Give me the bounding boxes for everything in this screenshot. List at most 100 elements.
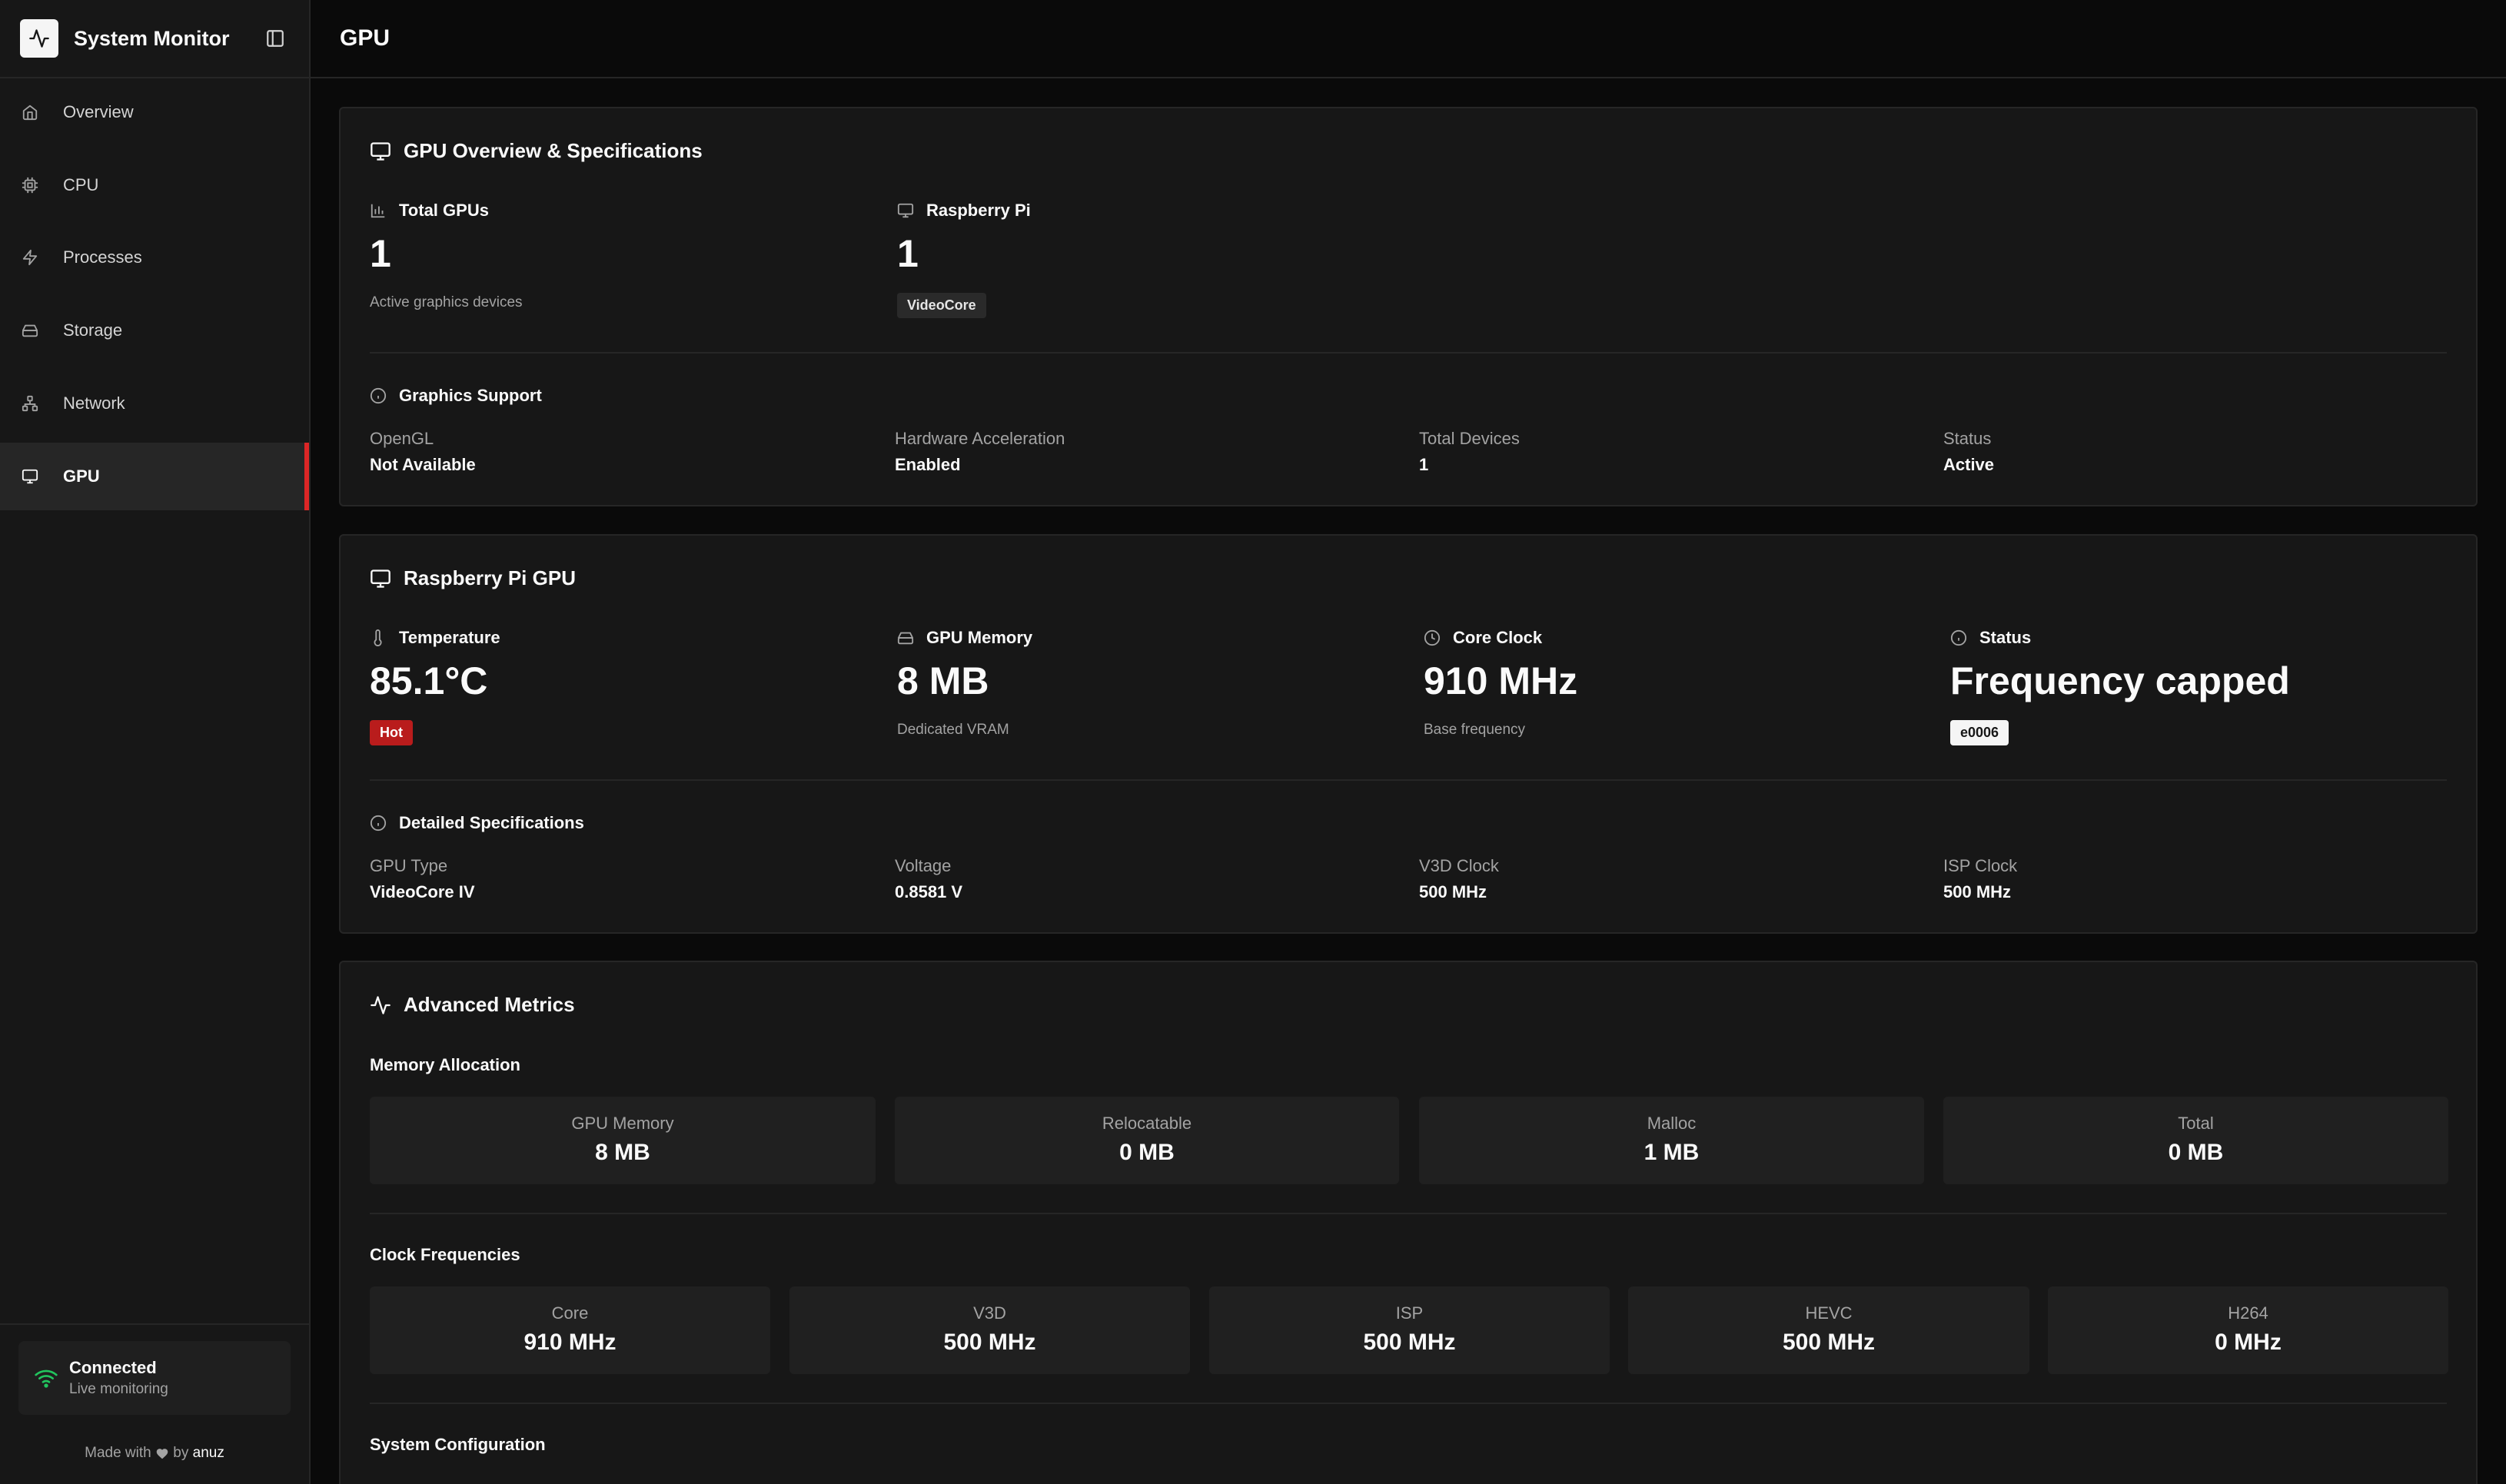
- tile-label: Total: [2178, 1114, 2214, 1133]
- tile-label: V3D: [973, 1303, 1006, 1323]
- footer-credit: Made with by anuz: [0, 1445, 309, 1462]
- network-icon: [20, 393, 40, 413]
- tile-label: HEVC: [1805, 1303, 1853, 1323]
- info-icon: [1950, 629, 1969, 647]
- tile-value: 500 MHz: [1782, 1330, 1876, 1355]
- core-clock-stat: Core Clock 910 MHz Base frequency: [1424, 628, 1577, 739]
- divider: [370, 1403, 2447, 1404]
- clock-tile: ISP 500 MHz: [1209, 1286, 1610, 1374]
- stat-subtitle: Active graphics devices: [370, 294, 523, 310]
- info-key: ISP Clock: [1943, 856, 2018, 875]
- clock-icon: [1424, 629, 1442, 647]
- stat-value: 85.1°C: [370, 659, 488, 702]
- total-devices-info: Total Devices 1: [1419, 429, 1520, 475]
- author-link[interactable]: anuz: [192, 1445, 224, 1461]
- voltage-info: Voltage 0.8581 V: [895, 856, 962, 902]
- sidebar-item-label: Overview: [63, 102, 134, 121]
- tile-value: 1 MB: [1644, 1140, 1700, 1165]
- sidebar-header: System Monitor: [0, 0, 309, 78]
- cpu-icon: [20, 175, 40, 195]
- info-value: 500 MHz: [1419, 882, 1487, 901]
- memory-tile: Relocatable 0 MB: [895, 1097, 1399, 1184]
- tile-value: 0 MB: [1119, 1140, 1175, 1165]
- status-info: Status Active: [1943, 429, 1994, 475]
- section-label-text: Graphics Support: [399, 386, 542, 405]
- tile-value: 8 MB: [595, 1140, 650, 1165]
- info-key: Hardware Acceleration: [895, 429, 1065, 448]
- info-value: Not Available: [370, 455, 476, 474]
- sidebar-item-gpu[interactable]: GPU: [0, 443, 309, 510]
- stat-value: 1: [897, 232, 919, 275]
- sidebar-item-overview[interactable]: Overview: [0, 78, 309, 146]
- stat-value: 910 MHz: [1424, 659, 1578, 702]
- advanced-metrics-card: Advanced Metrics Memory Allocation GPU M…: [339, 961, 2478, 1484]
- info-icon: [370, 387, 388, 405]
- wifi-icon: [34, 1366, 58, 1390]
- clock-tile: Core 910 MHz: [370, 1286, 770, 1374]
- stat-label: Raspberry Pi: [926, 201, 1031, 220]
- sidebar-item-cpu[interactable]: CPU: [0, 151, 309, 219]
- connection-subtitle: Live monitoring: [69, 1381, 168, 1397]
- raspberry-pi-stat: Raspberry Pi 1 VideoCore: [897, 201, 1031, 318]
- clock-frequencies-heading: Clock Frequencies: [370, 1245, 520, 1264]
- card-title-text: Raspberry Pi GPU: [404, 566, 576, 589]
- sidebar-item-storage[interactable]: Storage: [0, 297, 309, 364]
- stat-value: Frequency capped: [1950, 659, 2290, 702]
- opengl-info: OpenGL Not Available: [370, 429, 476, 475]
- tile-label: Core: [551, 1303, 589, 1323]
- memory-tile: GPU Memory 8 MB: [370, 1097, 876, 1184]
- stat-label: Core Clock: [1453, 628, 1543, 647]
- tile-value: 910 MHz: [523, 1330, 617, 1355]
- info-key: Voltage: [895, 856, 952, 875]
- connection-title: Connected: [69, 1358, 157, 1377]
- activity-icon: [370, 994, 393, 1017]
- hw-accel-info: Hardware Acceleration Enabled: [895, 429, 1065, 475]
- stat-subtitle: Base frequency: [1424, 722, 1526, 738]
- stat-label: GPU Memory: [926, 628, 1033, 647]
- memory-tile: Malloc 1 MB: [1419, 1097, 1924, 1184]
- info-icon: [370, 814, 388, 832]
- stat-label: Status: [1979, 628, 2032, 647]
- memory-allocation-heading: Memory Allocation: [370, 1055, 520, 1074]
- info-value: Active: [1943, 455, 1995, 474]
- info-value: 0.8581 V: [895, 882, 963, 901]
- heart-icon: [155, 1447, 169, 1459]
- sidebar-item-network[interactable]: Network: [0, 370, 309, 437]
- monitor-icon: [897, 201, 916, 220]
- gpu-family-badge: VideoCore: [897, 293, 986, 318]
- card-title: Advanced Metrics: [370, 993, 575, 1017]
- raspberry-pi-gpu-card: Raspberry Pi GPU Temperature 85.1°C Hot …: [339, 534, 2478, 934]
- stat-label: Total GPUs: [399, 201, 489, 220]
- isp-clock-info: ISP Clock 500 MHz: [1943, 856, 2017, 902]
- info-key: OpenGL: [370, 429, 434, 448]
- connection-status: Connected Live monitoring: [18, 1341, 291, 1415]
- activity-logo-icon: [20, 19, 58, 58]
- sidebar-item-label: CPU: [63, 175, 99, 194]
- thermometer-icon: [370, 629, 388, 647]
- info-value: 1: [1419, 455, 1429, 474]
- sidebar-toggle-icon[interactable]: [261, 25, 289, 52]
- stat-value: 1: [370, 232, 391, 275]
- sidebar-item-processes[interactable]: Processes: [0, 224, 309, 291]
- topbar: GPU: [311, 0, 2506, 78]
- info-key: Total Devices: [1419, 429, 1520, 448]
- made-with-text: Made with: [85, 1445, 151, 1461]
- monitor-icon: [370, 140, 393, 163]
- info-key: V3D Clock: [1419, 856, 1499, 875]
- detailed-specs-heading: Detailed Specifications: [370, 813, 584, 833]
- bar-chart-icon: [370, 201, 388, 220]
- clock-tile: H264 0 MHz: [2048, 1286, 2448, 1374]
- graphics-support-heading: Graphics Support: [370, 386, 542, 406]
- divider: [370, 1213, 2447, 1214]
- stat-value: 8 MB: [897, 659, 989, 702]
- info-value: VideoCore IV: [370, 882, 475, 901]
- tile-value: 0 MB: [2168, 1140, 2224, 1165]
- memory-tile: Total 0 MB: [1943, 1097, 2448, 1184]
- v3d-clock-info: V3D Clock 500 MHz: [1419, 856, 1499, 902]
- sidebar: System Monitor Overview CPU Processes St…: [0, 0, 311, 1484]
- section-label-text: Detailed Specifications: [399, 813, 584, 832]
- throttle-code-badge: e0006: [1950, 720, 2009, 745]
- temperature-stat: Temperature 85.1°C Hot: [370, 628, 500, 745]
- monitor-icon: [370, 567, 393, 590]
- sidebar-item-label: GPU: [63, 466, 100, 486]
